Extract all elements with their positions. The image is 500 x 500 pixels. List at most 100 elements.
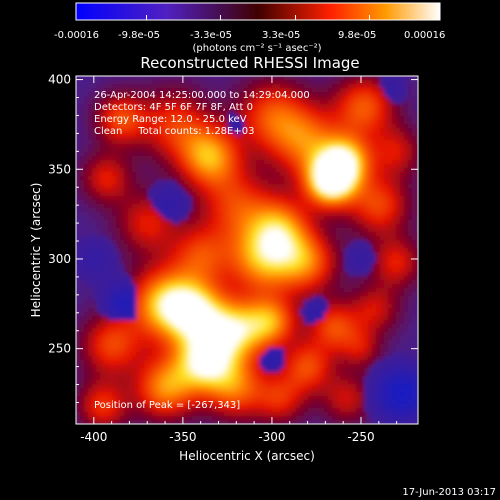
heatmap-cell xyxy=(296,272,301,277)
heatmap-cell xyxy=(320,132,325,137)
heatmap-cell xyxy=(412,276,417,281)
heatmap-cell xyxy=(148,284,153,289)
heatmap-cell xyxy=(272,260,277,265)
heatmap-cell xyxy=(80,264,85,269)
heatmap-cell xyxy=(132,172,137,177)
heatmap-cell xyxy=(208,236,213,241)
heatmap-cell xyxy=(284,84,289,89)
heatmap-cell xyxy=(364,224,369,229)
heatmap-cell xyxy=(252,228,257,233)
heatmap-cell xyxy=(304,84,309,89)
heatmap-cell xyxy=(376,192,381,197)
heatmap-cell xyxy=(324,200,329,205)
heatmap-cell xyxy=(156,96,161,101)
heatmap-cell xyxy=(184,248,189,253)
heatmap-cell xyxy=(240,172,245,177)
heatmap-cell xyxy=(372,108,377,113)
heatmap-cell xyxy=(144,232,149,237)
heatmap-cell xyxy=(348,288,353,293)
heatmap-cell xyxy=(216,100,221,105)
heatmap-cell xyxy=(252,88,257,93)
heatmap-cell xyxy=(88,232,93,237)
heatmap-cell xyxy=(300,184,305,189)
heatmap-cell xyxy=(212,140,217,145)
heatmap-cell xyxy=(352,180,357,185)
heatmap-cell xyxy=(380,272,385,277)
heatmap-cell xyxy=(344,100,349,105)
heatmap-cell xyxy=(320,232,325,237)
heatmap-cell xyxy=(92,200,97,205)
heatmap-cell xyxy=(184,132,189,137)
heatmap-cell xyxy=(76,276,81,281)
heatmap-cell xyxy=(288,84,293,89)
heatmap-cell xyxy=(120,116,125,121)
heatmap-cell xyxy=(408,132,413,137)
heatmap-cell xyxy=(220,156,225,161)
heatmap-cell xyxy=(136,184,141,189)
heatmap-cell xyxy=(180,148,185,153)
heatmap-cell xyxy=(108,160,113,165)
heatmap-cell xyxy=(328,248,333,253)
heatmap-cell xyxy=(388,256,393,261)
heatmap-cell xyxy=(396,92,401,97)
heatmap-cell xyxy=(388,304,393,309)
heatmap-cell xyxy=(92,180,97,185)
heatmap-cell xyxy=(128,256,133,261)
heatmap-cell xyxy=(104,156,109,161)
heatmap-cell xyxy=(280,116,285,121)
heatmap-cell xyxy=(412,204,417,209)
heatmap-cell xyxy=(156,180,161,185)
heatmap-cell xyxy=(268,304,273,309)
heatmap-cell xyxy=(232,108,237,113)
heatmap-cell xyxy=(292,268,297,273)
heatmap-cell xyxy=(264,264,269,269)
heatmap-cell xyxy=(212,180,217,185)
heatmap-cell xyxy=(208,96,213,101)
heatmap-cell xyxy=(112,188,117,193)
heatmap-cell xyxy=(240,256,245,261)
heatmap-cell xyxy=(244,228,249,233)
colorbar-tick-label-0: -0.00016 xyxy=(54,30,99,41)
heatmap-cell xyxy=(92,228,97,233)
heatmap-cell xyxy=(392,292,397,297)
heatmap-cell xyxy=(108,216,113,221)
heatmap-cell xyxy=(208,80,213,85)
heatmap-cell xyxy=(364,76,369,81)
heatmap-cell xyxy=(300,148,305,153)
heatmap-cell xyxy=(76,256,81,261)
heatmap-cell xyxy=(308,80,313,85)
heatmap-cell xyxy=(312,104,317,109)
heatmap-cell xyxy=(352,224,357,229)
heatmap-cell xyxy=(88,260,93,265)
heatmap-cell xyxy=(152,136,157,141)
heatmap-cell xyxy=(272,88,277,93)
heatmap-cell xyxy=(380,304,385,309)
heatmap-cell xyxy=(116,92,121,97)
heatmap-cell xyxy=(200,228,205,233)
heatmap-cell xyxy=(152,116,157,121)
heatmap-cell xyxy=(120,216,125,221)
heatmap-cell xyxy=(160,236,165,241)
heatmap-cell xyxy=(364,288,369,293)
heatmap-cell xyxy=(204,284,209,289)
heatmap-cell xyxy=(372,132,377,137)
heatmap-cell xyxy=(96,168,101,173)
heatmap-cell xyxy=(376,304,381,309)
heatmap-cell xyxy=(216,292,221,297)
heatmap-cell xyxy=(300,168,305,173)
heatmap-cell xyxy=(108,192,113,197)
heatmap-cell xyxy=(276,268,281,273)
heatmap-cell xyxy=(140,200,145,205)
heatmap-cell xyxy=(412,80,417,85)
heatmap-cell xyxy=(308,212,313,217)
heatmap-cell xyxy=(404,84,409,89)
heatmap-cell xyxy=(416,244,418,249)
heatmap-cell xyxy=(208,276,213,281)
heatmap-cell xyxy=(244,108,249,113)
heatmap-cell xyxy=(260,240,265,245)
heatmap-cell xyxy=(384,256,389,261)
heatmap-cell xyxy=(296,84,301,89)
heatmap-cell xyxy=(268,268,273,273)
heatmap-cell xyxy=(248,80,253,85)
heatmap-cell xyxy=(296,220,301,225)
